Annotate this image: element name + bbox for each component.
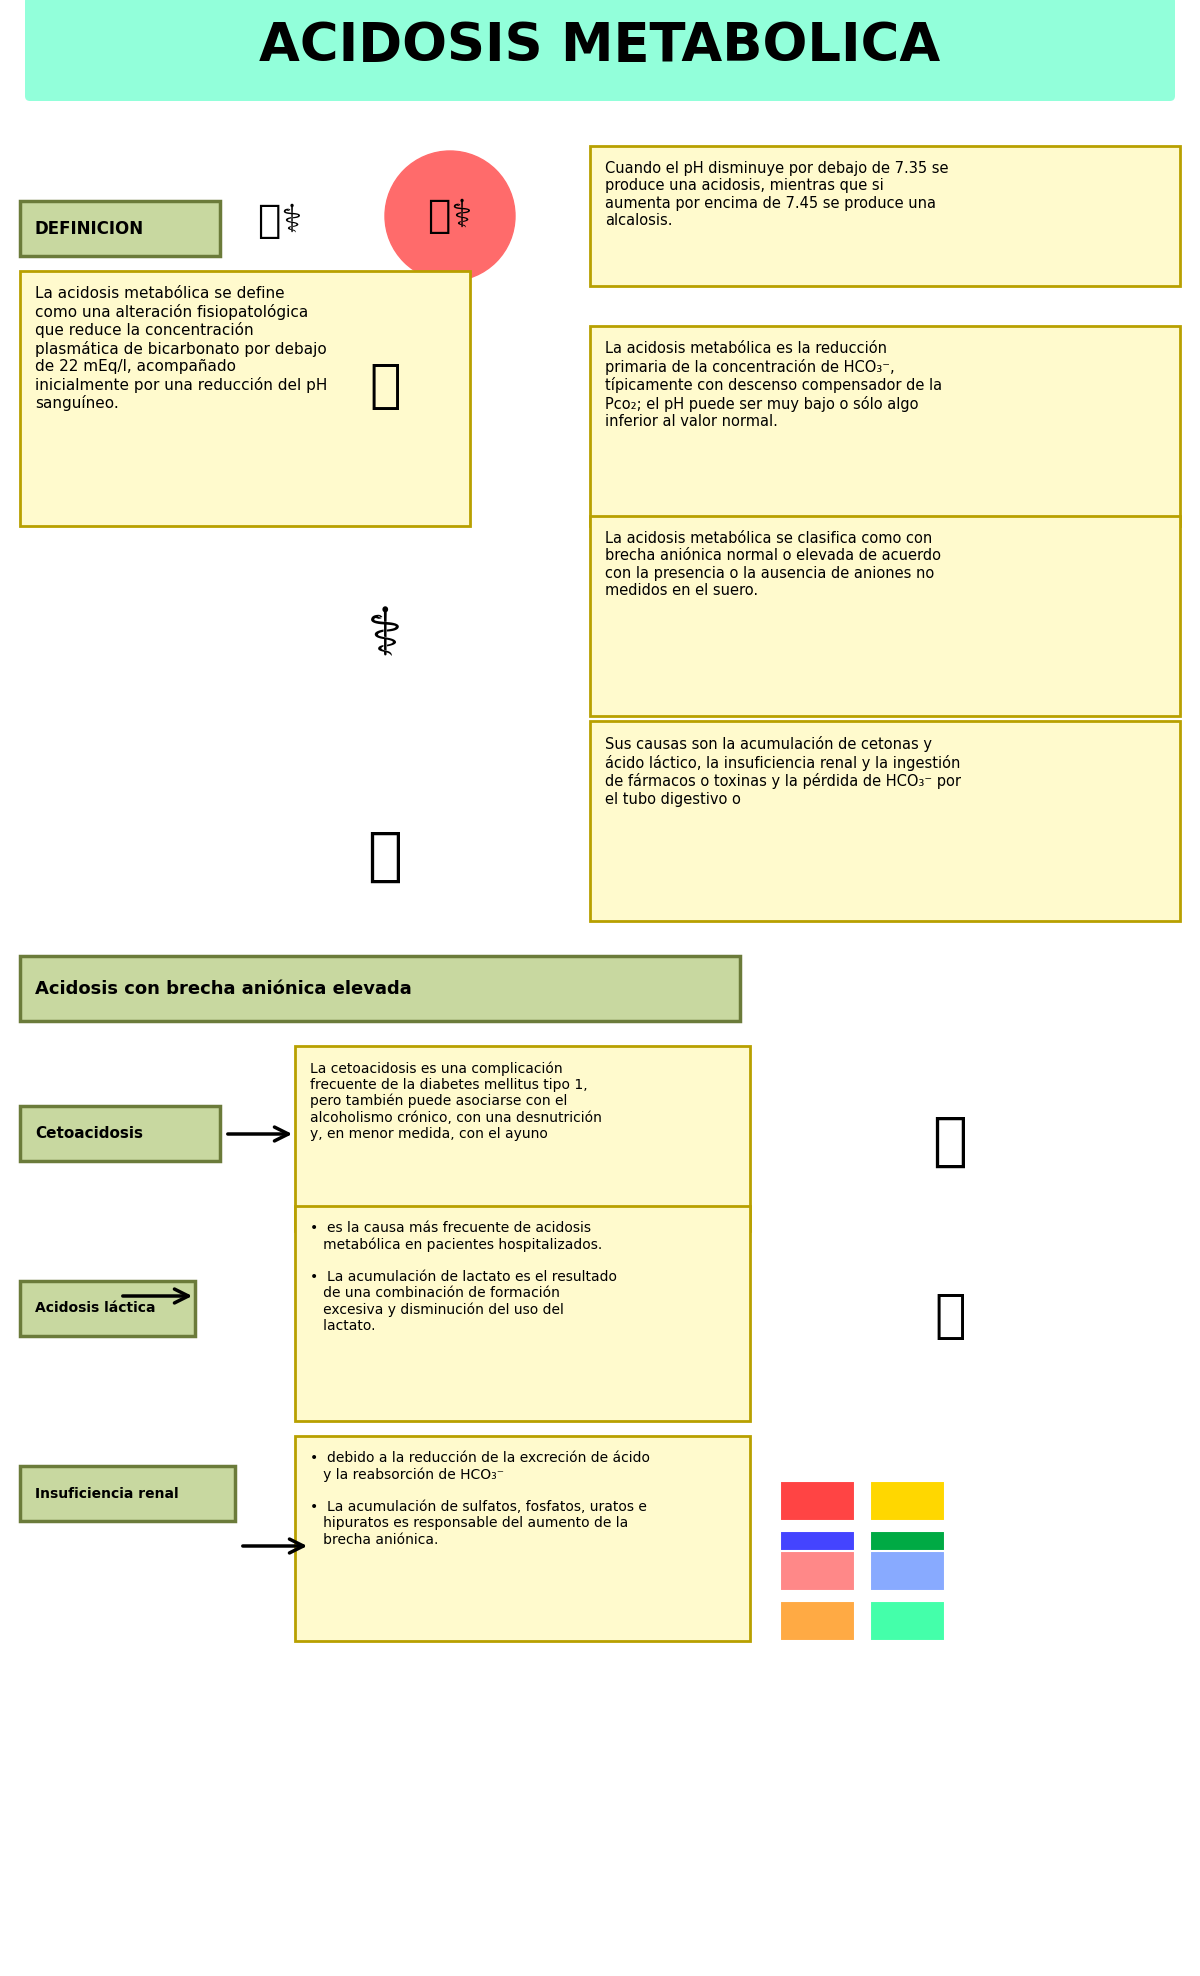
- Text: La acidosis metabólica se clasifica como con
brecha aniónica normal o elevada de: La acidosis metabólica se clasifica como…: [605, 532, 941, 599]
- FancyBboxPatch shape: [780, 1551, 856, 1591]
- Text: La acidosis metabólica se define
como una alteración fisiopatológica
que reduce : La acidosis metabólica se define como un…: [35, 287, 328, 411]
- Text: La cetoacidosis es una complicación
frecuente de la diabetes mellitus tipo 1,
pe: La cetoacidosis es una complicación frec…: [310, 1061, 602, 1140]
- FancyBboxPatch shape: [590, 326, 1180, 526]
- Circle shape: [226, 166, 335, 277]
- Text: ⚕️: ⚕️: [367, 603, 403, 670]
- Text: Insuficiencia renal: Insuficiencia renal: [35, 1486, 179, 1500]
- FancyBboxPatch shape: [780, 1601, 856, 1640]
- FancyBboxPatch shape: [20, 956, 740, 1022]
- FancyBboxPatch shape: [295, 1045, 750, 1231]
- FancyBboxPatch shape: [780, 1480, 856, 1522]
- FancyBboxPatch shape: [870, 1531, 946, 1571]
- Circle shape: [385, 150, 515, 281]
- Text: La acidosis metabólica es la reducción
primaria de la concentración de HCO₃⁻,
tí: La acidosis metabólica es la reducción p…: [605, 342, 942, 429]
- Text: Acidosis con brecha aniónica elevada: Acidosis con brecha aniónica elevada: [35, 980, 412, 998]
- Text: DEFINICION: DEFINICION: [35, 219, 144, 237]
- Text: 🧪: 🧪: [367, 828, 402, 885]
- FancyBboxPatch shape: [295, 1205, 750, 1421]
- Text: ACIDOSIS METABOLICA: ACIDOSIS METABOLICA: [259, 20, 941, 71]
- FancyBboxPatch shape: [20, 271, 470, 526]
- FancyBboxPatch shape: [590, 516, 1180, 715]
- FancyBboxPatch shape: [20, 1280, 194, 1336]
- Text: Cuando el pH disminuye por debajo de 7.35 se
produce una acidosis, mientras que : Cuando el pH disminuye por debajo de 7.3…: [605, 160, 948, 227]
- Text: 👨‍⚕️: 👨‍⚕️: [258, 202, 302, 239]
- FancyBboxPatch shape: [780, 1531, 856, 1571]
- FancyBboxPatch shape: [870, 1601, 946, 1640]
- FancyBboxPatch shape: [590, 146, 1180, 287]
- FancyBboxPatch shape: [590, 721, 1180, 921]
- Text: Sus causas son la acumulación de cetonas y
ácido láctico, la insuficiencia renal: Sus causas son la acumulación de cetonas…: [605, 735, 961, 806]
- Text: Cetoacidosis: Cetoacidosis: [35, 1126, 143, 1140]
- FancyBboxPatch shape: [20, 1107, 220, 1162]
- FancyBboxPatch shape: [25, 0, 1175, 101]
- FancyBboxPatch shape: [295, 1437, 750, 1640]
- FancyBboxPatch shape: [20, 202, 220, 257]
- Text: 🧑‍⚕️: 🧑‍⚕️: [428, 198, 472, 235]
- Text: •  es la causa más frecuente de acidosis
   metabólica en pacientes hospitalizad: • es la causa más frecuente de acidosis …: [310, 1221, 617, 1334]
- FancyBboxPatch shape: [870, 1480, 946, 1522]
- Text: •  debido a la reducción de la excreción de ácido
   y la reabsorción de HCO₃⁻

: • debido a la reducción de la excreción …: [310, 1450, 650, 1547]
- FancyBboxPatch shape: [870, 1551, 946, 1591]
- Text: 💉: 💉: [934, 1290, 966, 1342]
- Text: Acidosis láctica: Acidosis láctica: [35, 1302, 156, 1316]
- FancyBboxPatch shape: [20, 1466, 235, 1522]
- Text: 🧪: 🧪: [932, 1112, 967, 1170]
- Text: 🦠: 🦠: [370, 360, 401, 413]
